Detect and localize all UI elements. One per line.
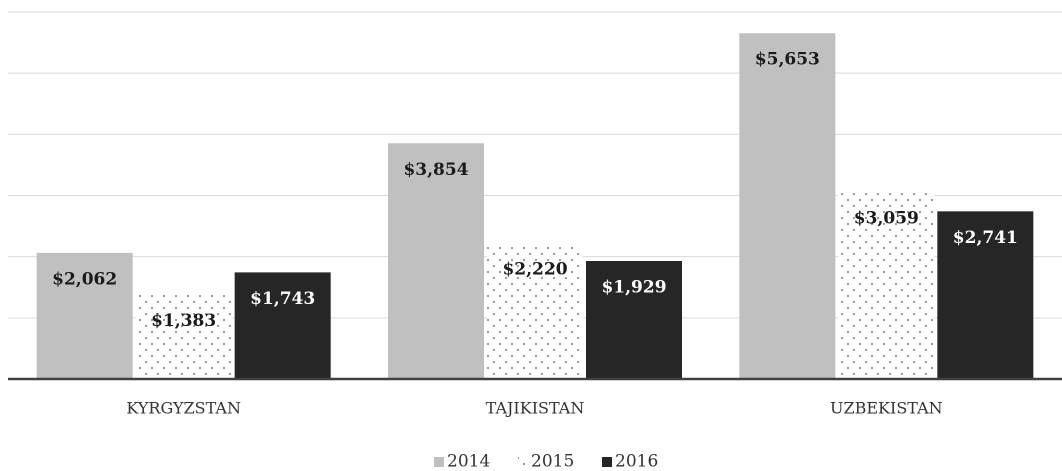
x-tick-label: UZBEKISTAN bbox=[830, 399, 943, 418]
value-label: $2,062 bbox=[52, 269, 117, 289]
value-label: $3,854 bbox=[403, 160, 468, 180]
value-label: $3,059 bbox=[854, 208, 919, 228]
legend-swatch bbox=[434, 457, 444, 467]
value-label: $2,220 bbox=[502, 260, 567, 280]
bar bbox=[487, 243, 583, 379]
value-label: $5,653 bbox=[755, 50, 820, 70]
legend-label: 2015 bbox=[531, 452, 574, 471]
bar bbox=[838, 191, 935, 379]
bar bbox=[586, 261, 682, 379]
value-label: $1,743 bbox=[250, 289, 315, 309]
bar bbox=[135, 294, 232, 379]
bar bbox=[388, 143, 484, 379]
x-tick-label: TAJIKISTAN bbox=[486, 399, 585, 418]
legend-swatch bbox=[518, 457, 528, 467]
bar bbox=[739, 33, 836, 380]
value-label: $1,383 bbox=[151, 311, 216, 331]
value-label: $1,929 bbox=[601, 278, 666, 298]
bar bbox=[234, 272, 331, 379]
bar bbox=[36, 252, 133, 379]
legend-label: 2014 bbox=[447, 452, 490, 471]
legend-label: 2016 bbox=[615, 452, 658, 471]
value-label: $2,741 bbox=[953, 228, 1018, 248]
bar bbox=[937, 211, 1034, 379]
x-tick-label: KYRGYZSTAN bbox=[126, 399, 241, 418]
legend-swatch bbox=[602, 457, 612, 467]
